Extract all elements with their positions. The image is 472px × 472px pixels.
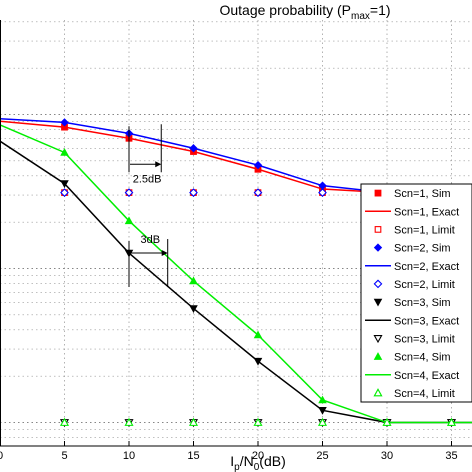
annotation-label: 2.5dB [133,173,162,185]
series-line-scn-4-exact [0,124,472,424]
legend-marker-swatch [373,298,383,307]
legend-marker-swatch [373,352,383,360]
chart-title-end: =1) [370,2,391,18]
legend-marker-swatch [373,334,383,344]
legend-label: Scn=2, Exact [394,261,459,273]
legend-marker-swatch [374,226,382,233]
x-axis-label: Ip/N0(dB) [230,453,285,472]
x-tick-label: 25 [316,450,328,462]
legend-label: Scn=4, Limit [394,388,455,400]
legend-item-scn-4-exact: Scn=4, Exact [365,370,459,382]
legend-marker-swatch [373,279,383,289]
x-tick-label: 0 [0,450,3,462]
legend-item-scn-4-limit: Scn=4, Limit [373,388,455,400]
legend-label: Scn=3, Exact [394,315,459,327]
x-tick-label: 30 [381,450,393,462]
legend-item-scn-3-sim: Scn=3, Sim [373,297,451,309]
data-point-scn-4-limit [253,417,263,426]
legend-label: Scn=4, Sim [394,352,451,364]
annotation-arrowhead [161,250,168,257]
chart-title: Outage probability (Pmax=1) [219,2,390,22]
data-point-scn-2-limit [189,188,198,197]
legend-label: Scn=3, Limit [394,333,455,345]
legend-item-scn-1-limit: Scn=1, Limit [374,224,455,236]
annotation-arrowhead [155,161,162,168]
data-point-scn-4-limit [188,417,199,426]
legend-item-scn-1-sim: Scn=1, Sim [374,188,451,200]
legend-marker-swatch [373,243,383,252]
legend-item-scn-2-exact: Scn=2, Exact [365,261,459,273]
x-tick-label: 5 [61,450,67,462]
legend-box [360,183,472,403]
x-tick-label: 10 [123,450,135,462]
x-axis-label-main: I [230,453,234,469]
data-point-scn-2-limit [318,188,327,197]
series-scn-4-limit [59,417,457,426]
data-point-scn-2-limit [60,188,69,197]
legend-item-scn-2-limit: Scn=2, Limit [373,279,455,291]
legend-label: Scn=1, Exact [394,206,459,218]
data-point-scn-4-limit [446,417,457,426]
legend: Scn=1, Sim Scn=1, Exact Scn=1, Limit Scn=2,… [360,183,472,403]
x-tick-label: 20 [252,450,264,462]
series-scn-4-exact [0,124,472,424]
annotation-label: 3dB [141,234,161,246]
x-axis-label-sub2: 0 [254,462,260,472]
x-tick-labels: 0 5 10 15 20 25 30 35 [0,441,458,462]
legend-label: Scn=1, Sim [394,188,451,200]
data-point-scn-4-limit [124,417,134,426]
legend-item-scn-1-exact: Scn=1, Exact [365,206,459,218]
legend-label: Scn=2, Limit [394,279,455,291]
legend-item-scn-4-sim: Scn=4, Sim [373,352,451,364]
legend-marker-swatch [374,189,382,197]
annotations: 2.5dB 3dB [128,124,169,288]
annotation-1: 2.5dB [128,124,162,185]
legend-item-scn-3-exact: Scn=3, Exact [365,315,459,327]
chart-title-main: Outage probability (P [219,2,351,18]
data-point-scn-2-limit [253,188,263,197]
data-point-scn-4-limit [382,417,392,426]
data-point-scn-2-limit [124,188,134,197]
x-axis-label-mid: /N [240,453,254,469]
legend-marker-swatch [373,388,383,397]
legend-label: Scn=3, Sim [394,297,451,309]
x-tick-label: 15 [187,450,199,462]
legend-label: Scn=4, Exact [394,370,459,382]
x-tick-label: 35 [445,450,457,462]
x-axis-label-end: (dB) [259,453,285,469]
annotation-2: 3dB [128,234,169,288]
legend-label: Scn=1, Limit [394,224,455,236]
legend-item-scn-3-limit: Scn=3, Limit [373,333,455,345]
data-point-scn-4-limit [317,417,328,426]
data-point-scn-4-limit [59,417,70,426]
chart-title-subscript: max [351,11,370,22]
legend-label: Scn=2, Sim [394,243,451,255]
legend-item-scn-2-sim: Scn=2, Sim [373,243,451,255]
x-axis-label-sub1: p [234,462,240,472]
